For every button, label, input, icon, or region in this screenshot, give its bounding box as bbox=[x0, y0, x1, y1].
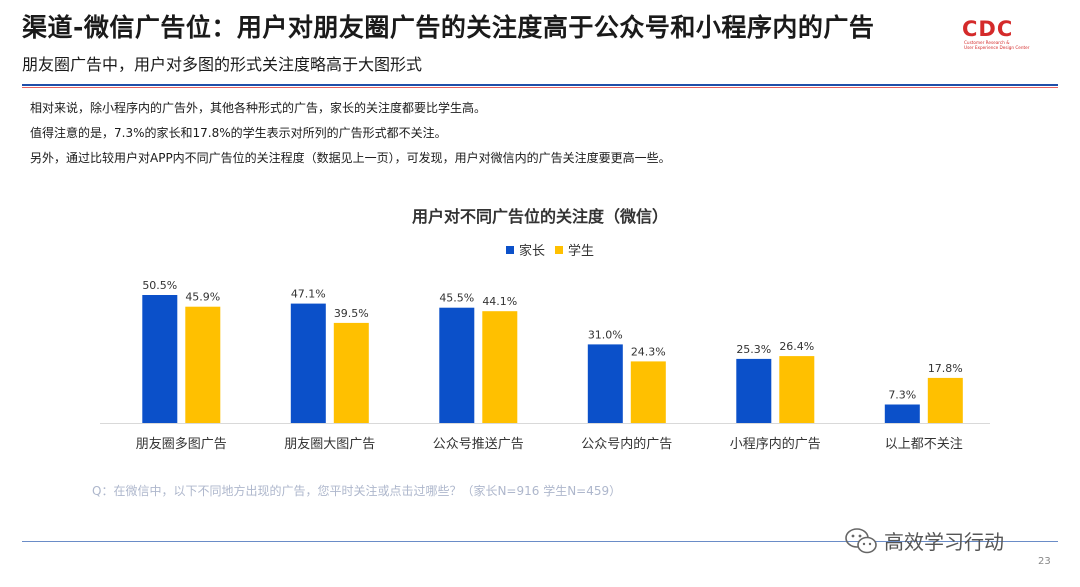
chart-legend: 家长 学生 bbox=[506, 240, 604, 259]
header-rule-red bbox=[22, 87, 1058, 88]
data-label-parent-3: 31.0% bbox=[588, 328, 623, 341]
bar-parent-2 bbox=[439, 307, 475, 423]
legend-item-parent: 家长 bbox=[506, 240, 545, 259]
data-label-student-4: 26.4% bbox=[779, 340, 814, 353]
data-label-parent-4: 25.3% bbox=[736, 343, 771, 356]
category-label-2: 公众号推送广告 bbox=[433, 437, 524, 452]
data-label-parent-2: 45.5% bbox=[439, 292, 474, 305]
bar-parent-4 bbox=[736, 358, 772, 423]
bar-student-5 bbox=[927, 377, 963, 423]
header-rule-blue bbox=[22, 84, 1058, 86]
notes: 相对来说，除小程序内的广告外，其他各种形式的广告，家长的关注度都要比学生高。 值… bbox=[30, 100, 671, 175]
page-subtitle: 朋友圈广告中，用户对多图的形式关注度略高于大图形式 bbox=[22, 55, 423, 74]
data-label-parent-5: 7.3% bbox=[888, 389, 916, 402]
data-label-parent-1: 47.1% bbox=[291, 288, 326, 301]
data-label-student-3: 24.3% bbox=[631, 345, 666, 358]
bar-student-0 bbox=[185, 306, 221, 423]
category-label-3: 公众号内的广告 bbox=[581, 436, 672, 452]
bar-parent-1 bbox=[290, 303, 326, 423]
category-label-4: 小程序内的广告 bbox=[730, 436, 821, 452]
data-label-student-1: 39.5% bbox=[334, 307, 369, 320]
note-line-1: 相对来说，除小程序内的广告外，其他各种形式的广告，家长的关注度都要比学生高。 bbox=[30, 101, 487, 115]
legend-swatch-parent bbox=[506, 245, 514, 254]
category-label-5: 以上都不关注 bbox=[885, 437, 963, 452]
data-label-student-5: 17.8% bbox=[928, 362, 963, 375]
legend-label-parent: 家长 bbox=[519, 244, 546, 259]
bar-student-4 bbox=[779, 356, 815, 423]
category-label-0: 朋友圈多图广告 bbox=[136, 436, 227, 452]
cdc-logo: CDC Customer Research & User Experience … bbox=[958, 18, 1062, 58]
bar-student-3 bbox=[630, 361, 666, 423]
watermark: 高效学习行动 bbox=[844, 526, 1004, 555]
chart-title: 用户对不同广告位的关注度（微信） bbox=[411, 207, 668, 226]
data-label-parent-0: 50.5% bbox=[142, 279, 177, 292]
note-line-3: 另外，通过比较用户对APP内不同广告位的关注程度（数据见上一页），可发现，用户对… bbox=[30, 151, 671, 165]
legend-label-student: 学生 bbox=[568, 244, 595, 259]
page-number: 23 bbox=[1038, 556, 1051, 567]
survey-question: Q：在微信中，以下不同地方出现的广告，您平时关注或点击过哪些？（家长N=916 … bbox=[92, 484, 622, 498]
bar-student-1 bbox=[333, 322, 369, 423]
legend-item-student: 学生 bbox=[555, 240, 594, 259]
category-label-1: 朋友圈大图广告 bbox=[284, 436, 375, 452]
wechat-icon bbox=[845, 527, 877, 553]
footer-rule bbox=[22, 541, 1058, 542]
page-title: 渠道-微信广告位：用户对朋友圈广告的关注度高于公众号和小程序内的广告 bbox=[22, 13, 875, 42]
data-label-student-0: 45.9% bbox=[185, 291, 220, 304]
bar-parent-0 bbox=[142, 295, 178, 423]
logo-line-1: Customer Research & bbox=[964, 40, 1010, 45]
bar-parent-3 bbox=[587, 344, 623, 423]
data-label-student-2: 44.1% bbox=[482, 295, 517, 308]
legend-swatch-student bbox=[555, 245, 564, 254]
note-line-2: 值得注意的是，7.3%的家长和17.8%的学生表示对所列的广告形式都不关注。 bbox=[30, 126, 447, 140]
logo-mark: CDC bbox=[962, 17, 1014, 41]
logo-line-2: User Experience Design Center bbox=[964, 45, 1030, 50]
bar-student-2 bbox=[482, 311, 518, 423]
watermark-text: 高效学习行动 bbox=[884, 530, 1004, 554]
bar-parent-5 bbox=[884, 404, 920, 423]
